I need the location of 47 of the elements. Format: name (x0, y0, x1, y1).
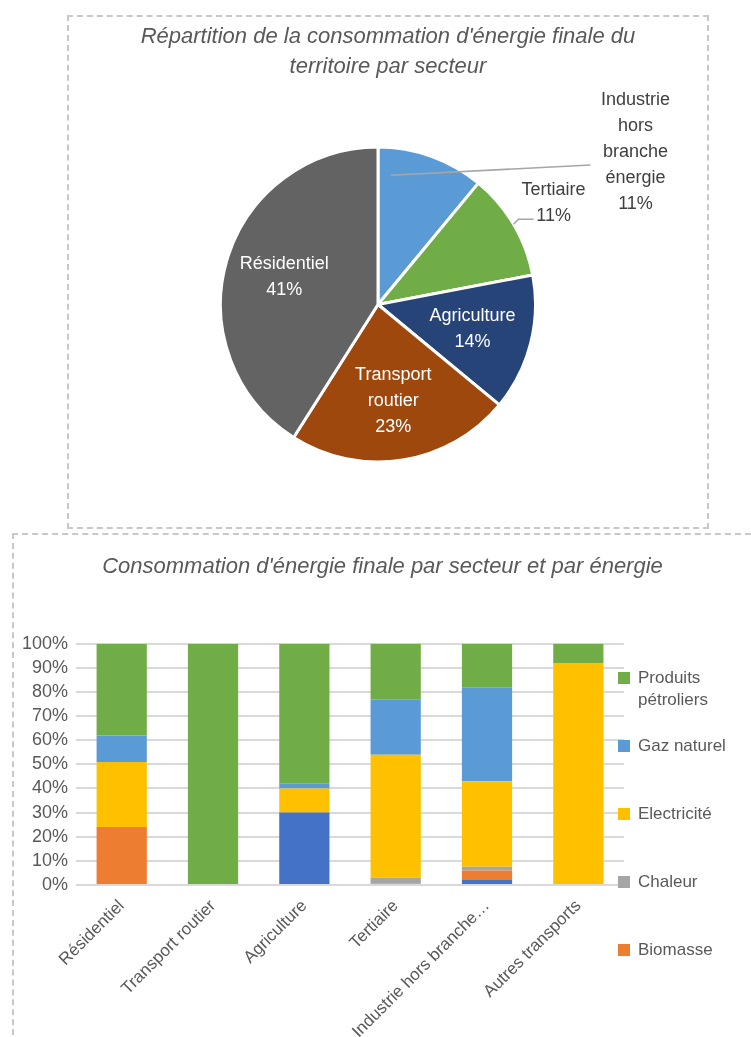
slice-label: Agriculture (429, 304, 516, 325)
y-tick-label: 60% (32, 729, 69, 750)
bar (461, 643, 513, 688)
y-tick-label: 80% (32, 681, 69, 701)
y-tick-label: 30% (32, 801, 69, 822)
bar (370, 643, 421, 700)
legend-label: Chaleur (638, 872, 698, 891)
legend-label: Gaz naturel (638, 736, 726, 755)
y-tick-label: 20% (32, 825, 69, 846)
data-label: 11% (618, 192, 653, 213)
bar (96, 827, 147, 884)
y-tick-label: 50% (32, 753, 69, 774)
bar (553, 663, 604, 884)
bar (370, 699, 421, 755)
bar (461, 880, 513, 884)
slice-label: Industrie hors branche énergie (600, 88, 671, 187)
bar (370, 877, 421, 884)
bar (279, 643, 330, 784)
legend-label: Electricité (638, 804, 712, 823)
y-tick-label: 70% (32, 705, 69, 726)
data-label: 23% (375, 415, 412, 436)
slice-label: Résidentiel (239, 253, 329, 274)
y-tick-label: 40% (32, 777, 69, 798)
bar (187, 643, 239, 884)
data-label: 11% (536, 205, 571, 226)
chart-title: Consommation d'énergie finale par secteur et par énergie (101, 552, 664, 580)
chart-title: Répartition de la consommation d'énergie finale du territoire par secteur (139, 22, 637, 80)
bar (461, 870, 513, 881)
bar (279, 812, 330, 884)
bar (461, 687, 513, 782)
slice-label: Tertiaire (521, 179, 586, 200)
y-tick-label: 90% (32, 656, 69, 677)
bar (370, 754, 421, 878)
bar (553, 643, 604, 664)
slice-label: Transport routier (355, 363, 432, 410)
y-tick-label: 10% (32, 849, 69, 870)
legend-label: Biomasse (638, 940, 713, 959)
bar (279, 788, 330, 813)
legend-label: Produits pétroliers (638, 668, 708, 709)
bar (96, 761, 147, 828)
y-tick-label: 100% (21, 632, 69, 653)
bar (461, 781, 513, 867)
bar (96, 643, 147, 736)
data-label: 41% (266, 279, 303, 300)
bar (96, 735, 147, 762)
data-label: 14% (454, 330, 491, 351)
y-tick-label: 0% (42, 873, 69, 894)
